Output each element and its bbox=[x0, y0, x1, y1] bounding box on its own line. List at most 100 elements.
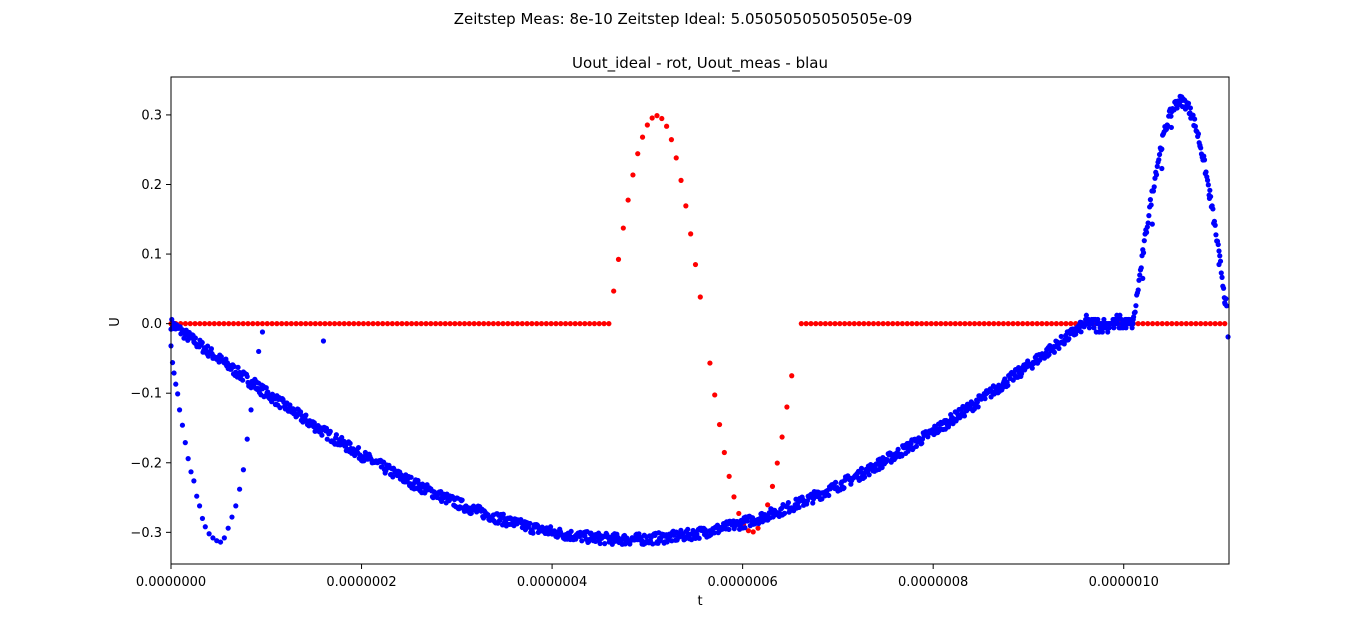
data-point-meas bbox=[497, 517, 503, 523]
data-point-ideal bbox=[1164, 321, 1170, 327]
data-point-meas bbox=[1102, 325, 1109, 331]
data-point-meas bbox=[244, 373, 250, 380]
data-point-ideal bbox=[755, 525, 761, 531]
data-point-ideal bbox=[765, 502, 771, 508]
data-point-ideal bbox=[269, 321, 275, 327]
data-point-ideal bbox=[808, 321, 814, 327]
data-point-ideal bbox=[558, 321, 564, 327]
data-point-meas bbox=[573, 536, 579, 542]
data-point-ideal bbox=[514, 321, 521, 327]
data-point-meas bbox=[568, 528, 574, 534]
data-point-ideal bbox=[832, 321, 838, 327]
data-point-meas bbox=[1083, 312, 1089, 318]
data-point-ideal bbox=[1068, 321, 1074, 327]
data-point-meas bbox=[237, 486, 243, 492]
x-tick-label: 0.0000010 bbox=[1089, 575, 1159, 590]
data-point-meas bbox=[1117, 312, 1123, 318]
data-point-ideal bbox=[678, 177, 684, 183]
data-point-ideal bbox=[894, 321, 901, 327]
data-point-meas bbox=[742, 525, 748, 531]
data-point-meas bbox=[964, 408, 970, 414]
data-point-meas bbox=[173, 381, 179, 387]
data-point-ideal bbox=[1202, 321, 1209, 327]
data-point-ideal bbox=[476, 321, 482, 327]
data-point-meas bbox=[1138, 265, 1144, 271]
data-point-ideal bbox=[336, 321, 343, 327]
data-point-meas bbox=[1129, 325, 1135, 331]
data-point-meas bbox=[333, 432, 339, 438]
data-point-ideal bbox=[360, 321, 367, 327]
data-point-meas bbox=[319, 432, 325, 438]
data-point-meas bbox=[199, 515, 206, 522]
data-point-ideal bbox=[413, 321, 419, 327]
data-point-meas bbox=[176, 407, 183, 413]
data-point-ideal bbox=[1193, 321, 1199, 327]
data-point-meas bbox=[311, 420, 317, 426]
data-point-ideal bbox=[726, 473, 732, 479]
data-point-meas bbox=[1212, 222, 1218, 228]
data-point-ideal bbox=[495, 321, 501, 327]
data-point-ideal bbox=[519, 321, 525, 327]
data-point-ideal bbox=[813, 321, 819, 327]
data-point-meas bbox=[1005, 382, 1011, 389]
data-point-ideal bbox=[524, 321, 530, 327]
data-point-meas bbox=[527, 520, 533, 527]
data-point-ideal bbox=[433, 321, 439, 327]
data-point-meas bbox=[171, 370, 177, 376]
data-point-ideal bbox=[976, 321, 982, 327]
data-point-meas bbox=[1149, 221, 1155, 227]
data-point-ideal bbox=[1034, 321, 1040, 327]
data-point-ideal bbox=[1005, 321, 1011, 327]
data-point-ideal bbox=[457, 321, 463, 327]
data-point-meas bbox=[208, 346, 214, 352]
data-point-meas bbox=[1178, 98, 1184, 104]
data-point-meas bbox=[408, 474, 414, 480]
data-point-ideal bbox=[187, 321, 193, 327]
data-point-meas bbox=[1195, 131, 1202, 137]
data-point-meas bbox=[1056, 345, 1062, 351]
data-point-ideal bbox=[322, 321, 328, 327]
data-point-meas bbox=[277, 405, 283, 411]
data-point-ideal bbox=[981, 321, 987, 327]
data-point-meas bbox=[1089, 321, 1096, 327]
data-point-meas bbox=[1146, 213, 1152, 219]
y-axis-ticks: −0.3 −0.2 −0.1 0.0 0.1 0.2 0.3 bbox=[130, 108, 171, 541]
data-point-meas bbox=[229, 514, 235, 520]
data-point-ideal bbox=[1178, 321, 1185, 327]
data-point-ideal bbox=[235, 321, 241, 327]
data-point-meas bbox=[179, 422, 186, 428]
data-point-ideal bbox=[529, 321, 535, 327]
data-point-ideal bbox=[716, 421, 723, 428]
data-point-meas bbox=[169, 316, 175, 323]
data-point-ideal bbox=[327, 321, 333, 327]
y-tick-label: 0.1 bbox=[141, 248, 162, 263]
data-point-meas bbox=[1115, 321, 1121, 327]
data-point-meas bbox=[297, 409, 304, 415]
data-point-meas bbox=[810, 496, 817, 502]
data-point-ideal bbox=[914, 321, 920, 327]
data-point-ideal bbox=[356, 321, 362, 327]
data-point-meas bbox=[781, 510, 788, 516]
data-point-ideal bbox=[933, 321, 939, 327]
data-point-ideal bbox=[466, 321, 472, 327]
data-point-ideal bbox=[789, 373, 795, 379]
data-point-meas bbox=[244, 436, 250, 442]
y-tick-label: −0.2 bbox=[130, 456, 162, 471]
data-point-ideal bbox=[399, 321, 405, 327]
data-point-ideal bbox=[206, 321, 213, 327]
data-point-meas bbox=[240, 467, 247, 473]
data-point-meas bbox=[500, 511, 506, 517]
data-point-ideal bbox=[264, 321, 270, 327]
data-point-ideal bbox=[875, 321, 881, 327]
data-point-meas bbox=[217, 539, 224, 545]
data-point-meas bbox=[1123, 325, 1129, 331]
data-point-meas bbox=[191, 478, 197, 484]
data-point-ideal bbox=[226, 321, 232, 327]
data-point-ideal bbox=[298, 321, 304, 327]
data-point-meas bbox=[696, 535, 702, 541]
data-point-ideal bbox=[192, 321, 198, 327]
data-point-ideal bbox=[485, 321, 492, 327]
data-point-meas bbox=[263, 385, 269, 391]
data-point-ideal bbox=[404, 321, 410, 327]
